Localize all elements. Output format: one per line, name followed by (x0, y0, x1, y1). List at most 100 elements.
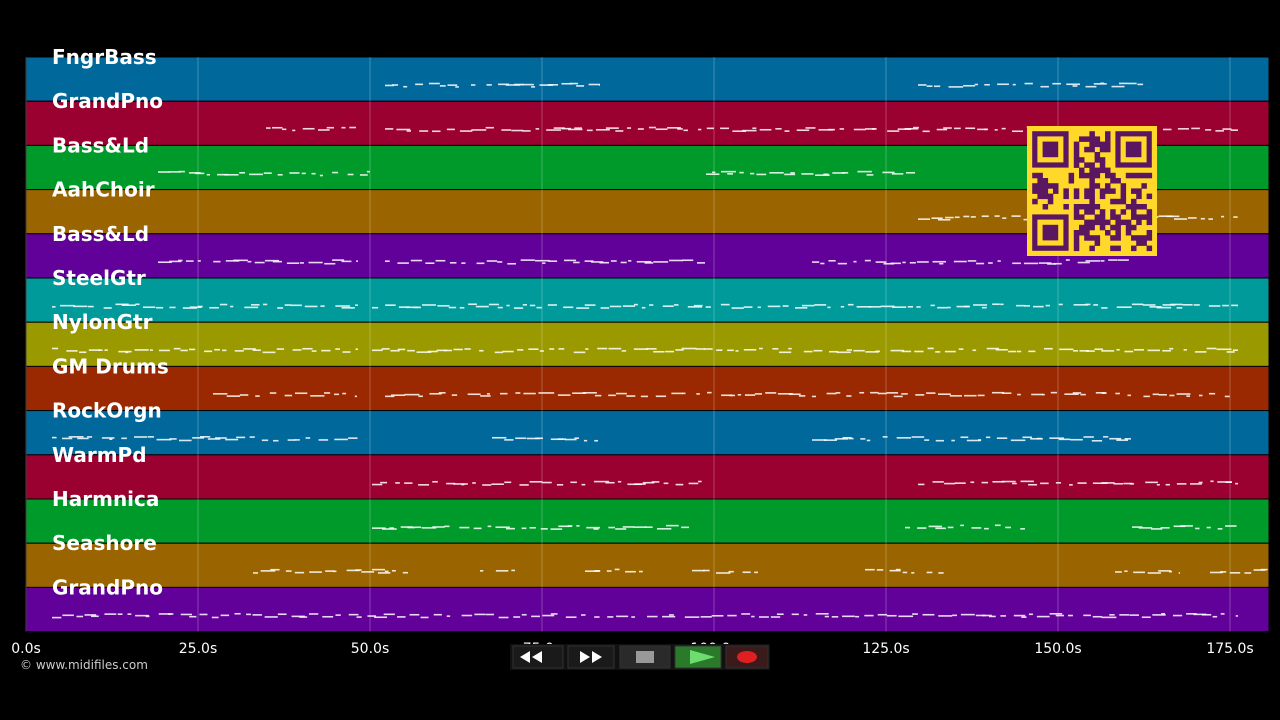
note (1116, 348, 1120, 351)
note (693, 304, 703, 307)
note (459, 526, 470, 529)
note (1158, 215, 1173, 217)
note (588, 83, 600, 86)
note (1200, 217, 1205, 220)
note (855, 615, 860, 618)
note (225, 438, 239, 441)
note (158, 613, 174, 615)
note (1216, 348, 1232, 351)
note (951, 439, 955, 442)
note (706, 127, 714, 130)
note (882, 436, 888, 438)
note (1232, 349, 1238, 351)
qr-module (1141, 172, 1147, 179)
qr-module (1073, 162, 1080, 168)
note (514, 83, 524, 86)
note (1021, 616, 1027, 618)
note (634, 483, 646, 485)
note (1210, 571, 1223, 574)
qr-module (1063, 188, 1069, 194)
note (1067, 614, 1073, 617)
note (1132, 526, 1143, 528)
note (1052, 82, 1061, 85)
qr-module (1115, 219, 1121, 226)
note (547, 84, 559, 86)
note (840, 305, 845, 308)
note (1040, 482, 1049, 485)
note (1180, 525, 1193, 527)
play-button[interactable] (674, 645, 722, 669)
note (952, 614, 957, 617)
qr-module (1110, 198, 1116, 205)
qr-module (1089, 162, 1095, 168)
qr-module (1099, 188, 1106, 194)
note (938, 615, 953, 617)
track-row (25, 56, 1270, 102)
note (639, 570, 643, 573)
note (1235, 615, 1238, 617)
note (197, 260, 201, 262)
qr-module (1110, 188, 1116, 194)
note (865, 128, 876, 130)
note (294, 439, 300, 441)
note (597, 347, 608, 350)
note (944, 350, 956, 353)
qr-module (1068, 178, 1075, 184)
qr-module (1146, 172, 1153, 179)
note (485, 613, 494, 616)
note (662, 615, 676, 618)
note (1066, 83, 1081, 86)
note (409, 613, 420, 616)
note (406, 130, 412, 132)
note (1199, 394, 1203, 397)
qr-module (1032, 198, 1038, 205)
note (1001, 127, 1006, 130)
note (453, 348, 463, 351)
note (385, 84, 394, 87)
note (875, 350, 880, 353)
note (287, 439, 296, 441)
note (853, 260, 857, 263)
note (1225, 481, 1232, 483)
note (715, 572, 731, 574)
note (1169, 394, 1175, 397)
note (784, 173, 796, 176)
note (938, 393, 951, 395)
note (1015, 304, 1026, 307)
note (1011, 215, 1021, 217)
note (795, 307, 808, 309)
note (947, 526, 954, 529)
rewind-button[interactable] (512, 645, 564, 669)
note (614, 568, 620, 571)
qr-module (1089, 193, 1095, 200)
note (675, 349, 684, 351)
note (292, 349, 302, 351)
note (536, 306, 542, 309)
stop-button[interactable] (619, 645, 671, 669)
note (1208, 218, 1213, 220)
note (893, 395, 903, 398)
note (823, 439, 837, 441)
note (966, 439, 981, 442)
forward-button[interactable] (567, 645, 615, 669)
note (507, 262, 516, 265)
qr-module (1094, 219, 1101, 226)
note (1001, 392, 1012, 394)
note (311, 172, 316, 175)
note (683, 129, 689, 132)
note (707, 391, 712, 394)
note (935, 527, 946, 530)
note (491, 483, 504, 486)
note (178, 170, 185, 173)
note (776, 613, 784, 616)
note (461, 614, 473, 617)
note (1162, 349, 1172, 352)
note (926, 85, 933, 87)
qr-module (1115, 230, 1121, 236)
record-button[interactable] (725, 645, 769, 669)
track-label: Harmnica (52, 487, 159, 511)
note (341, 307, 355, 309)
note (868, 306, 881, 308)
note (944, 482, 956, 485)
note (1047, 263, 1057, 265)
